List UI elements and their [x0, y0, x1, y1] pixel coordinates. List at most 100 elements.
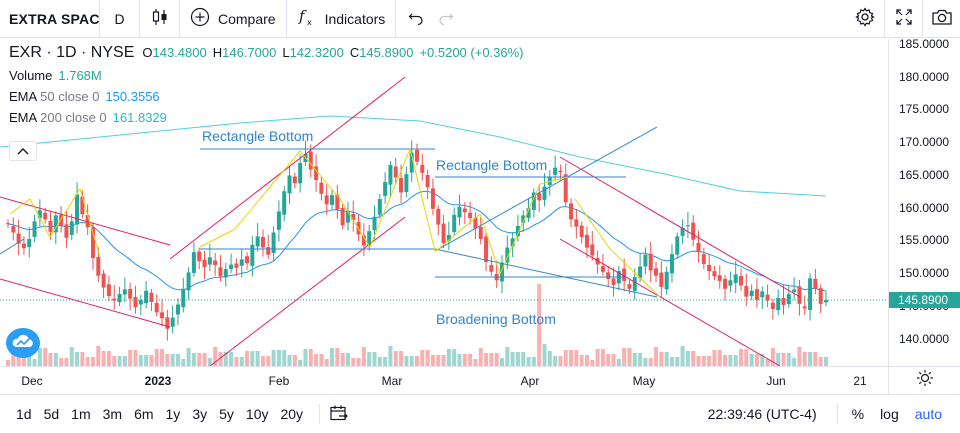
- ema200-legend[interactable]: EMA 200 close 0 161.8329: [9, 110, 167, 125]
- timezone-clock[interactable]: 22:39:46 (UTC-4): [707, 406, 817, 422]
- volume-bar: [563, 350, 568, 366]
- interval-button[interactable]: D: [100, 0, 140, 38]
- volume-bar: [415, 356, 419, 366]
- candle-body: [696, 242, 701, 253]
- range-button-10y[interactable]: 10y: [245, 406, 269, 422]
- volume-bar: [430, 355, 435, 366]
- fullscreen-button[interactable]: [884, 0, 922, 38]
- volume-bar: [680, 346, 685, 366]
- volume-bar: [813, 352, 818, 366]
- volume-bar: [537, 284, 542, 366]
- range-button-5d[interactable]: 5d: [43, 406, 60, 422]
- range-button-6m[interactable]: 6m: [134, 406, 154, 422]
- candle-body: [627, 284, 632, 289]
- volume-bar: [595, 349, 600, 366]
- volume-bar: [282, 350, 287, 366]
- volume-bar: [372, 352, 377, 366]
- candle-body: [457, 206, 462, 218]
- candle-body: [441, 223, 446, 243]
- candle-body: [160, 312, 165, 319]
- auto-toggle[interactable]: auto: [914, 406, 942, 422]
- volume-bar: [765, 359, 770, 366]
- candle-body: [298, 163, 303, 184]
- tradingview-logo[interactable]: [6, 328, 40, 358]
- last-price-label: 145.8900: [889, 292, 960, 308]
- volume-bar: [808, 352, 813, 366]
- range-button-1y[interactable]: 1y: [165, 406, 181, 422]
- volume-bar: [138, 355, 143, 366]
- volume-bar: [218, 352, 223, 366]
- trendline: [169, 76, 406, 260]
- volume-bar: [521, 352, 526, 366]
- symbol-title[interactable]: EXR · 1D · NYSE: [9, 44, 135, 61]
- volume-bar: [383, 357, 388, 366]
- candle-body: [138, 299, 143, 305]
- candle-body: [420, 164, 425, 173]
- redo-icon[interactable]: [438, 9, 454, 28]
- chart-pane[interactable]: [0, 39, 888, 366]
- chevron-up-icon: [17, 142, 29, 160]
- candle-body: [638, 266, 643, 279]
- price-axis[interactable]: 185.0000 180.0000 175.0000 170.0000 165.0000…: [888, 37, 960, 366]
- candle-body: [223, 269, 228, 278]
- volume-bar: [266, 356, 271, 366]
- candle-body: [133, 297, 138, 308]
- volume-bar: [404, 356, 409, 366]
- candle-body: [808, 278, 813, 311]
- range-button-3y[interactable]: 3y: [192, 406, 208, 422]
- range-button-20y[interactable]: 20y: [280, 406, 304, 422]
- ema50-legend[interactable]: EMA 50 close 0 150.3556: [9, 89, 160, 104]
- candle-body: [377, 199, 382, 215]
- date-range-icon[interactable]: [330, 405, 348, 424]
- symbol-search[interactable]: EXTRA SPACE: [0, 0, 100, 38]
- candle-body: [229, 264, 234, 270]
- bottom-right: 22:39:46 (UTC-4) % log auto: [694, 404, 960, 424]
- volume-bar: [526, 357, 531, 366]
- volume-bar: [361, 347, 366, 366]
- candle-body: [144, 290, 149, 304]
- candle-body: [186, 272, 191, 291]
- annotation-rectangle-bottom-2[interactable]: Rectangle Bottom: [436, 157, 548, 173]
- price-chart[interactable]: [0, 39, 888, 366]
- volume-bar: [340, 353, 345, 366]
- volume-bar: [106, 351, 111, 366]
- undo-icon[interactable]: [408, 9, 424, 28]
- time-axis[interactable]: Dec 2023 Feb Mar Apr May Jun 21: [0, 366, 888, 394]
- volume-bar: [776, 353, 781, 366]
- compare-button[interactable]: Compare: [180, 0, 287, 38]
- annotation-rectangle-bottom-1[interactable]: Rectangle Bottom: [202, 128, 314, 144]
- time-axis-label: Dec: [21, 374, 43, 388]
- candle-body: [632, 277, 637, 291]
- log-toggle[interactable]: log: [880, 406, 899, 422]
- volume-bar: [314, 354, 319, 366]
- legend-collapse-button[interactable]: [9, 141, 37, 161]
- low-value: L142.3200: [282, 45, 344, 60]
- volume-bar: [717, 350, 722, 366]
- candle-body: [643, 254, 648, 267]
- volume-bar: [37, 348, 42, 366]
- volume-bar: [446, 349, 451, 366]
- range-button-3m[interactable]: 3m: [102, 406, 123, 422]
- annotation-broadening-bottom[interactable]: Broadening Bottom: [436, 311, 556, 327]
- volume-bar: [388, 346, 393, 366]
- snapshot-button[interactable]: [922, 0, 960, 38]
- volume-bar: [473, 359, 478, 366]
- range-button-1d[interactable]: 1d: [16, 406, 32, 422]
- chart-type-button[interactable]: [140, 0, 180, 38]
- percent-toggle[interactable]: %: [851, 406, 865, 422]
- range-button-5y[interactable]: 5y: [219, 406, 234, 422]
- range-button-1m[interactable]: 1m: [71, 406, 91, 422]
- svg-text:x: x: [307, 18, 312, 27]
- candle-body: [744, 286, 749, 297]
- volume-legend[interactable]: Volume 1.768M: [9, 68, 102, 83]
- volume-bar: [802, 352, 807, 366]
- candles-icon: [151, 8, 169, 29]
- settings-button[interactable]: [846, 0, 884, 38]
- pattern-zigzag: [199, 147, 436, 252]
- volume-bar: [213, 347, 218, 366]
- candle-body: [197, 251, 202, 262]
- volume-bar: [53, 353, 58, 366]
- axis-settings-button[interactable]: [888, 366, 960, 394]
